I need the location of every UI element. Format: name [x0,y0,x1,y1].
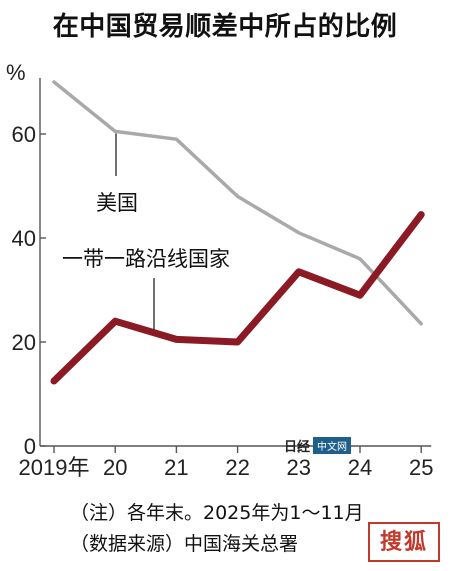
x-tick-label: 2019年 [19,455,90,480]
nikkei-watermark: 日经 中文网 [284,436,352,455]
watermark-logo: 日经 [284,440,311,455]
watermark-tag: 中文网 [313,437,352,454]
chart-notes: （注）各年末。2025年为1～11月 （数据来源）中国海关总署 [70,498,364,560]
y-tick-label: 40 [12,226,36,251]
y-tick-label: 60 [12,122,36,147]
x-tick-label: 21 [164,455,188,480]
series-label: 一带一路沿线国家 [62,247,230,271]
y-tick-label: 20 [12,330,36,355]
x-tick-label: 24 [348,455,372,480]
y-tick-label: 0 [24,434,36,459]
x-tick-label: 23 [287,455,311,480]
series-line-0 [52,80,423,326]
note-line: （注）各年末。2025年为1～11月 [70,502,364,524]
y-axis-unit: % [6,60,26,85]
chart-title: 在中国贸易顺差中所占的比例 [52,12,398,42]
x-tick-label: 25 [409,455,433,480]
x-tick-label: 20 [103,455,127,480]
series-label: 美国 [96,191,138,215]
source-line: （数据来源）中国海关总署 [70,533,299,555]
series-line-1 [50,211,425,385]
sohu-stamp: 搜狐 [368,522,440,562]
x-tick-label: 22 [225,455,249,480]
